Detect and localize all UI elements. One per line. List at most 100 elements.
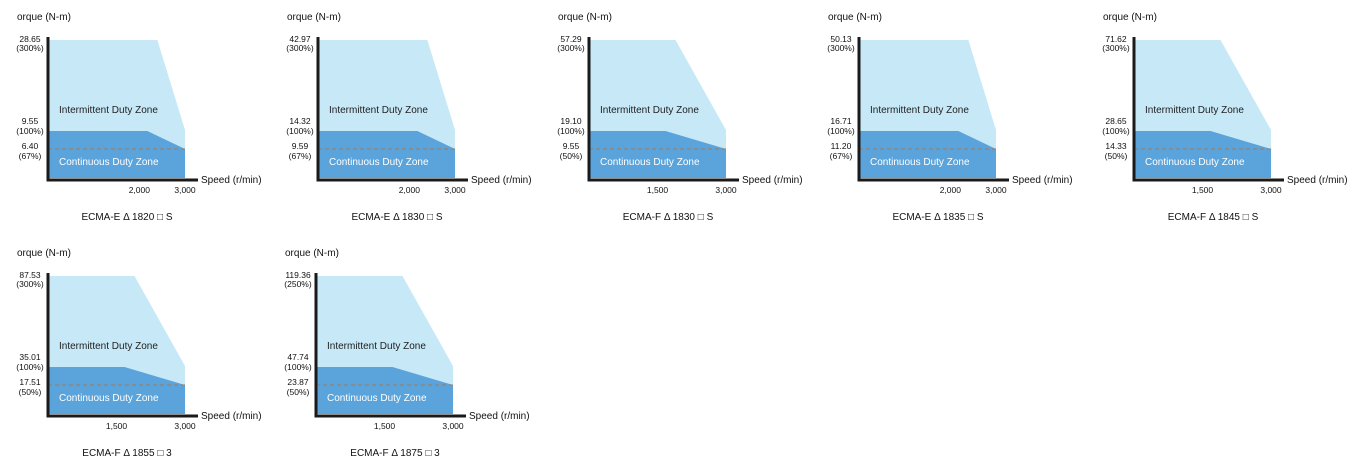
max-speed-torque-percent: (67%) bbox=[830, 151, 853, 161]
rated-torque-percent: (100%) bbox=[16, 126, 44, 136]
continuous-zone-label: Continuous Duty Zone bbox=[1145, 157, 1245, 168]
x-tick-rated-speed: 2,000 bbox=[129, 185, 151, 195]
x-axis-label: Speed (r/min) bbox=[201, 411, 262, 422]
x-axis-label: Speed (r/min) bbox=[469, 411, 530, 422]
y-axis-label: orque (N-m) bbox=[17, 12, 71, 23]
intermittent-zone-label: Intermittent Duty Zone bbox=[1145, 105, 1244, 116]
rated-torque-percent: (100%) bbox=[827, 126, 855, 136]
max-speed-torque-percent: (67%) bbox=[289, 151, 312, 161]
x-tick-max-speed: 3,000 bbox=[442, 421, 464, 431]
continuous-duty-zone bbox=[318, 131, 455, 178]
y-axis-label: orque (N-m) bbox=[828, 12, 882, 23]
rated-torque-value: 47.74 bbox=[287, 352, 309, 362]
continuous-zone-label: Continuous Duty Zone bbox=[59, 393, 159, 404]
max-speed-torque-value: 17.51 bbox=[19, 377, 41, 387]
chart-panel-7: orque (N-m) 119.36(250%) 47.74(100%) 23.87(… bbox=[284, 248, 529, 459]
peak-torque-value: 28.65 bbox=[19, 34, 41, 44]
x-tick-max-speed: 3,000 bbox=[1260, 185, 1282, 195]
rated-torque-percent: (100%) bbox=[284, 362, 312, 372]
rated-torque-value: 19.10 bbox=[560, 116, 582, 126]
peak-torque-percent: (300%) bbox=[827, 43, 855, 53]
intermittent-zone-label: Intermittent Duty Zone bbox=[327, 341, 426, 352]
chart-panel-1: orque (N-m) 28.65(300%) 9.55(100%) 6.40(67%… bbox=[16, 12, 261, 223]
x-tick-rated-speed: 2,000 bbox=[399, 185, 421, 195]
continuous-duty-zone bbox=[316, 367, 453, 414]
rated-torque-percent: (100%) bbox=[1102, 126, 1130, 136]
rated-torque-value: 16.71 bbox=[830, 116, 852, 126]
peak-torque-value: 57.29 bbox=[560, 34, 582, 44]
peak-torque-value: 87.53 bbox=[19, 270, 41, 280]
chart-title: ECMA-F Δ 1845 □ S bbox=[1168, 212, 1259, 223]
x-axis-label: Speed (r/min) bbox=[742, 175, 803, 186]
rated-torque-value: 28.65 bbox=[1105, 116, 1127, 126]
continuous-zone-label: Continuous Duty Zone bbox=[327, 393, 427, 404]
continuous-zone-label: Continuous Duty Zone bbox=[600, 157, 700, 168]
peak-torque-value: 42.97 bbox=[289, 34, 311, 44]
continuous-duty-zone bbox=[859, 131, 996, 178]
y-axis-label: orque (N-m) bbox=[558, 12, 612, 23]
chart-panel-2: orque (N-m) 42.97(300%) 14.32(100%) 9.59(67… bbox=[286, 12, 531, 223]
peak-torque-percent: (300%) bbox=[1102, 43, 1130, 53]
chart-title: ECMA-F Δ 1830 □ S bbox=[623, 212, 714, 223]
chart-panel-5: orque (N-m) 71.62(300%) 28.65(100%) 14.33(5… bbox=[1102, 12, 1347, 223]
x-tick-max-speed: 3,000 bbox=[715, 185, 737, 195]
intermittent-zone-label: Intermittent Duty Zone bbox=[870, 105, 969, 116]
x-axis-label: Speed (r/min) bbox=[1012, 175, 1073, 186]
chart-title: ECMA-F Δ 1855 □ 3 bbox=[82, 448, 172, 459]
x-tick-max-speed: 3,000 bbox=[174, 185, 196, 195]
peak-torque-value: 50.13 bbox=[830, 34, 852, 44]
intermittent-zone-label: Intermittent Duty Zone bbox=[600, 105, 699, 116]
max-speed-torque-percent: (50%) bbox=[1105, 151, 1128, 161]
peak-torque-percent: (300%) bbox=[16, 43, 44, 53]
x-tick-rated-speed: 1,500 bbox=[106, 421, 128, 431]
x-axis-label: Speed (r/min) bbox=[471, 175, 532, 186]
max-speed-torque-value: 14.33 bbox=[1105, 141, 1127, 151]
y-axis-label: orque (N-m) bbox=[1103, 12, 1157, 23]
chart-panel-3: orque (N-m) 57.29(300%) 19.10(100%) 9.55(50… bbox=[557, 12, 802, 223]
chart-panel-4: orque (N-m) 50.13(300%) 16.71(100%) 11.20(6… bbox=[827, 12, 1072, 223]
max-speed-torque-value: 9.59 bbox=[292, 141, 309, 151]
x-tick-max-speed: 3,000 bbox=[985, 185, 1007, 195]
rated-torque-percent: (100%) bbox=[286, 126, 314, 136]
rated-torque-value: 9.55 bbox=[22, 116, 39, 126]
chart-title: ECMA-E Δ 1820 □ S bbox=[81, 212, 172, 223]
x-tick-max-speed: 3,000 bbox=[174, 421, 196, 431]
x-tick-rated-speed: 1,500 bbox=[1192, 185, 1214, 195]
chart-title: ECMA-E Δ 1830 □ S bbox=[351, 212, 442, 223]
y-axis-label: orque (N-m) bbox=[17, 248, 71, 259]
x-tick-rated-speed: 1,500 bbox=[374, 421, 396, 431]
rated-torque-value: 14.32 bbox=[289, 116, 311, 126]
continuous-duty-zone bbox=[48, 367, 185, 414]
max-speed-torque-value: 9.55 bbox=[563, 141, 580, 151]
intermittent-zone-label: Intermittent Duty Zone bbox=[329, 105, 428, 116]
max-speed-torque-value: 6.40 bbox=[22, 141, 39, 151]
chart-panel-6: orque (N-m) 87.53(300%) 35.01(100%) 17.51(5… bbox=[16, 248, 261, 459]
rated-torque-value: 35.01 bbox=[19, 352, 41, 362]
max-speed-torque-percent: (50%) bbox=[19, 387, 42, 397]
y-axis-label: orque (N-m) bbox=[285, 248, 339, 259]
peak-torque-percent: (300%) bbox=[16, 279, 44, 289]
peak-torque-percent: (250%) bbox=[284, 279, 312, 289]
chart-title: ECMA-E Δ 1835 □ S bbox=[892, 212, 983, 223]
x-tick-max-speed: 3,000 bbox=[444, 185, 466, 195]
chart-title: ECMA-F Δ 1875 □ 3 bbox=[350, 448, 440, 459]
continuous-zone-label: Continuous Duty Zone bbox=[329, 157, 429, 168]
continuous-duty-zone bbox=[1134, 131, 1271, 178]
intermittent-zone-label: Intermittent Duty Zone bbox=[59, 341, 158, 352]
x-axis-label: Speed (r/min) bbox=[201, 175, 262, 186]
peak-torque-percent: (300%) bbox=[557, 43, 585, 53]
peak-torque-percent: (300%) bbox=[286, 43, 314, 53]
max-speed-torque-value: 11.20 bbox=[831, 141, 852, 151]
peak-torque-value: 71.62 bbox=[1105, 34, 1127, 44]
continuous-duty-zone bbox=[589, 131, 726, 178]
continuous-duty-zone bbox=[48, 131, 185, 178]
continuous-zone-label: Continuous Duty Zone bbox=[59, 157, 159, 168]
peak-torque-value: 119.36 bbox=[285, 270, 311, 280]
x-tick-rated-speed: 2,000 bbox=[940, 185, 962, 195]
rated-torque-percent: (100%) bbox=[16, 362, 44, 372]
max-speed-torque-percent: (50%) bbox=[560, 151, 583, 161]
intermittent-zone-label: Intermittent Duty Zone bbox=[59, 105, 158, 116]
max-speed-torque-percent: (67%) bbox=[19, 151, 42, 161]
max-speed-torque-value: 23.87 bbox=[287, 377, 309, 387]
